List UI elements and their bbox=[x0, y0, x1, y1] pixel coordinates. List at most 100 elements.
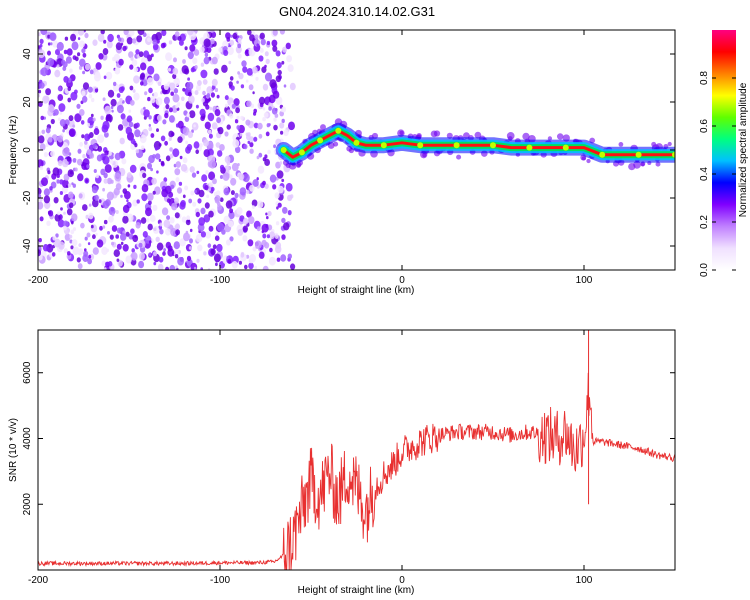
spectral-blob bbox=[51, 252, 56, 257]
spectrogram-heatmap bbox=[38, 30, 675, 270]
ridge-scatter bbox=[430, 130, 438, 138]
spectral-blob bbox=[39, 143, 46, 151]
spectral-blob bbox=[72, 158, 77, 163]
spectral-blob bbox=[71, 221, 74, 225]
spectral-blob bbox=[140, 145, 145, 150]
spectral-blob bbox=[59, 144, 62, 148]
spectral-blob bbox=[282, 46, 288, 53]
spectral-blob bbox=[72, 227, 77, 232]
spectral-blob bbox=[228, 174, 233, 179]
spectral-blob bbox=[45, 142, 49, 148]
spectral-blob bbox=[248, 84, 254, 91]
spectral-blob bbox=[264, 158, 270, 166]
spectral-blob bbox=[233, 98, 240, 106]
y-tick-label: 20 bbox=[22, 96, 33, 108]
spectral-blob bbox=[188, 246, 192, 250]
spectral-blob bbox=[203, 251, 207, 256]
y-tick-label: 2000 bbox=[22, 493, 33, 516]
colorbar-tick-label: 0.8 bbox=[699, 71, 710, 85]
y-tick-label: 40 bbox=[22, 48, 33, 60]
spectral-blob bbox=[263, 112, 269, 118]
spectral-blob bbox=[107, 151, 112, 156]
spectral-blob bbox=[237, 228, 244, 236]
spectral-blob bbox=[114, 172, 122, 182]
spectral-blob bbox=[199, 143, 203, 148]
spectral-blob bbox=[198, 189, 205, 198]
spectral-blob bbox=[114, 152, 121, 161]
spectral-blob bbox=[59, 119, 66, 127]
spectral-blob bbox=[148, 200, 152, 206]
spectral-blob bbox=[49, 186, 53, 191]
spectral-blob bbox=[43, 152, 49, 158]
spectral-blob bbox=[41, 177, 48, 187]
spectral-blob bbox=[103, 219, 108, 225]
spectral-blob bbox=[234, 192, 239, 199]
spectral-blob bbox=[251, 205, 255, 210]
spectral-blob bbox=[38, 45, 41, 49]
spectral-blob bbox=[78, 193, 83, 199]
spectral-blob bbox=[107, 89, 115, 98]
spectral-blob bbox=[122, 204, 130, 213]
spectral-blob bbox=[49, 42, 53, 46]
spectral-blob bbox=[133, 67, 138, 73]
spectral-blob bbox=[47, 50, 51, 56]
spectral-blob bbox=[68, 128, 76, 138]
spectral-blob bbox=[143, 109, 150, 118]
spectral-blob bbox=[276, 61, 282, 69]
spectral-blob bbox=[130, 56, 134, 61]
spectral-blob bbox=[128, 233, 134, 240]
spectral-blob bbox=[203, 149, 210, 158]
spectral-blob bbox=[104, 164, 112, 173]
spectral-blob bbox=[237, 37, 242, 43]
spectral-blob bbox=[153, 73, 160, 82]
spectral-blob bbox=[206, 86, 213, 95]
spectral-blob bbox=[38, 131, 42, 137]
spectral-blob bbox=[128, 30, 135, 36]
spectral-blob bbox=[216, 243, 223, 252]
spectral-blob bbox=[178, 39, 184, 46]
spectral-blob bbox=[150, 133, 155, 138]
spectral-blob bbox=[147, 65, 155, 75]
spectral-blob bbox=[254, 240, 262, 249]
spectral-blob bbox=[166, 215, 171, 221]
spectral-blob bbox=[53, 197, 59, 204]
spectral-blob bbox=[64, 36, 69, 41]
spectral-blob bbox=[92, 247, 99, 255]
spectral-blob bbox=[82, 52, 87, 58]
spectral-blob bbox=[163, 248, 167, 252]
spectral-blob bbox=[253, 108, 257, 114]
spectral-blob bbox=[246, 100, 252, 108]
spectral-blob bbox=[269, 247, 273, 253]
spectral-blob bbox=[245, 119, 251, 126]
spectral-blob bbox=[264, 242, 270, 249]
spectral-blob bbox=[65, 56, 72, 64]
spectral-blob bbox=[104, 105, 112, 115]
spectral-blob bbox=[111, 213, 115, 217]
spectral-blob bbox=[191, 172, 197, 178]
spectral-blob bbox=[148, 87, 153, 94]
spectral-blob bbox=[60, 207, 63, 211]
spectral-blob bbox=[258, 133, 263, 139]
spectral-blob bbox=[279, 30, 285, 35]
spectral-blob bbox=[102, 97, 106, 101]
spectral-blob bbox=[94, 88, 98, 93]
spectral-blob bbox=[104, 150, 109, 156]
spectral-blob bbox=[249, 253, 256, 263]
spectral-blob bbox=[119, 137, 125, 145]
spectral-blob bbox=[268, 106, 272, 111]
spectral-blob bbox=[63, 248, 68, 254]
spectral-blob bbox=[275, 75, 282, 83]
spectral-blob bbox=[260, 38, 266, 46]
spectral-blob bbox=[159, 228, 164, 235]
ridge-scatter bbox=[667, 141, 672, 147]
spectral-blob bbox=[262, 107, 266, 111]
spectral-blob bbox=[132, 234, 139, 243]
spectral-blob bbox=[69, 239, 73, 244]
ridge-peak bbox=[380, 142, 387, 149]
ridge-peak bbox=[353, 139, 360, 146]
spectral-blob bbox=[79, 58, 86, 67]
spectral-blob bbox=[184, 116, 190, 122]
spectral-blob bbox=[81, 90, 86, 97]
spectral-blob bbox=[164, 112, 169, 119]
